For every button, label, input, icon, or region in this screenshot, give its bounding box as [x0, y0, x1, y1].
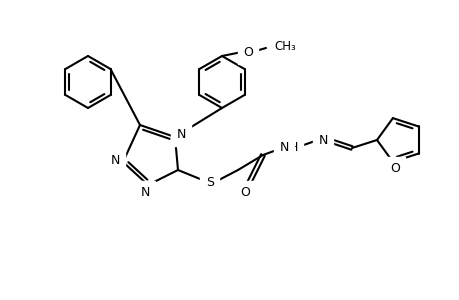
Text: H: H [288, 140, 297, 154]
Text: CH₃: CH₃ [274, 40, 295, 52]
Text: O: O [242, 46, 252, 59]
Text: S: S [206, 176, 213, 188]
Text: O: O [389, 162, 399, 176]
Text: N: N [110, 154, 119, 166]
Text: N: N [140, 187, 149, 200]
Text: N: N [318, 134, 327, 146]
Text: O: O [240, 187, 249, 200]
Text: N: N [279, 140, 288, 154]
Text: N: N [176, 128, 185, 140]
